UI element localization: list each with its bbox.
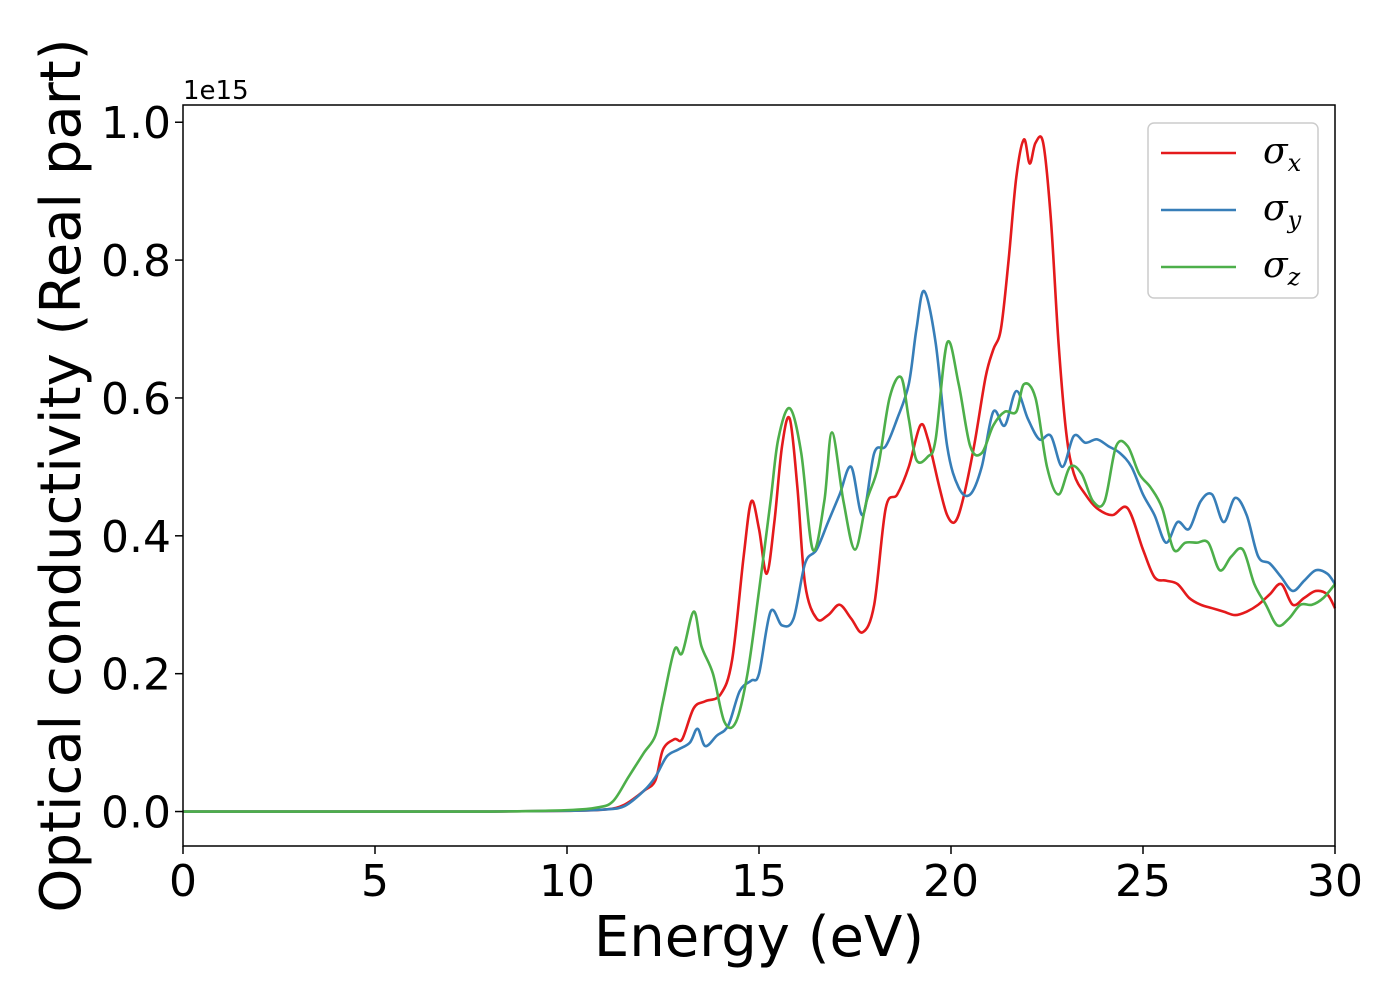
y-tick-label: 0.2 bbox=[101, 650, 171, 701]
legend: σx σy σz bbox=[1147, 122, 1319, 299]
series-line-y bbox=[183, 289, 1337, 813]
x-tick-label: 10 bbox=[539, 856, 595, 907]
y-tick-label: 0.4 bbox=[101, 512, 171, 563]
x-axis-title: Energy (eV) bbox=[594, 905, 924, 970]
y-tick-label: 1.0 bbox=[101, 98, 171, 149]
x-tick-label: 30 bbox=[1307, 856, 1363, 907]
series-line-z bbox=[183, 339, 1337, 813]
legend-label-z: σz bbox=[1263, 245, 1301, 291]
x-axis-ticks: 0 5 10 15 20 25 30 bbox=[169, 846, 1363, 907]
y-offset-label: 1e15 bbox=[183, 76, 249, 106]
x-tick-label: 0 bbox=[169, 856, 197, 907]
y-tick-label: 0.0 bbox=[101, 788, 171, 839]
y-tick-label: 0.8 bbox=[101, 236, 171, 287]
legend-label-x: σx bbox=[1263, 131, 1302, 177]
legend-label-y: σy bbox=[1263, 188, 1302, 234]
x-tick-label: 15 bbox=[731, 856, 787, 907]
x-tick-label: 20 bbox=[923, 856, 979, 907]
y-axis-title: Optical conductivity (Real part) bbox=[29, 38, 94, 912]
series-line-x bbox=[183, 135, 1337, 813]
y-tick-label: 0.6 bbox=[101, 374, 171, 425]
y-axis-ticks: 0.0 0.2 0.4 0.6 0.8 1.0 bbox=[101, 98, 183, 839]
x-tick-label: 25 bbox=[1115, 856, 1171, 907]
x-tick-label: 5 bbox=[361, 856, 389, 907]
plot-lines bbox=[183, 135, 1337, 813]
